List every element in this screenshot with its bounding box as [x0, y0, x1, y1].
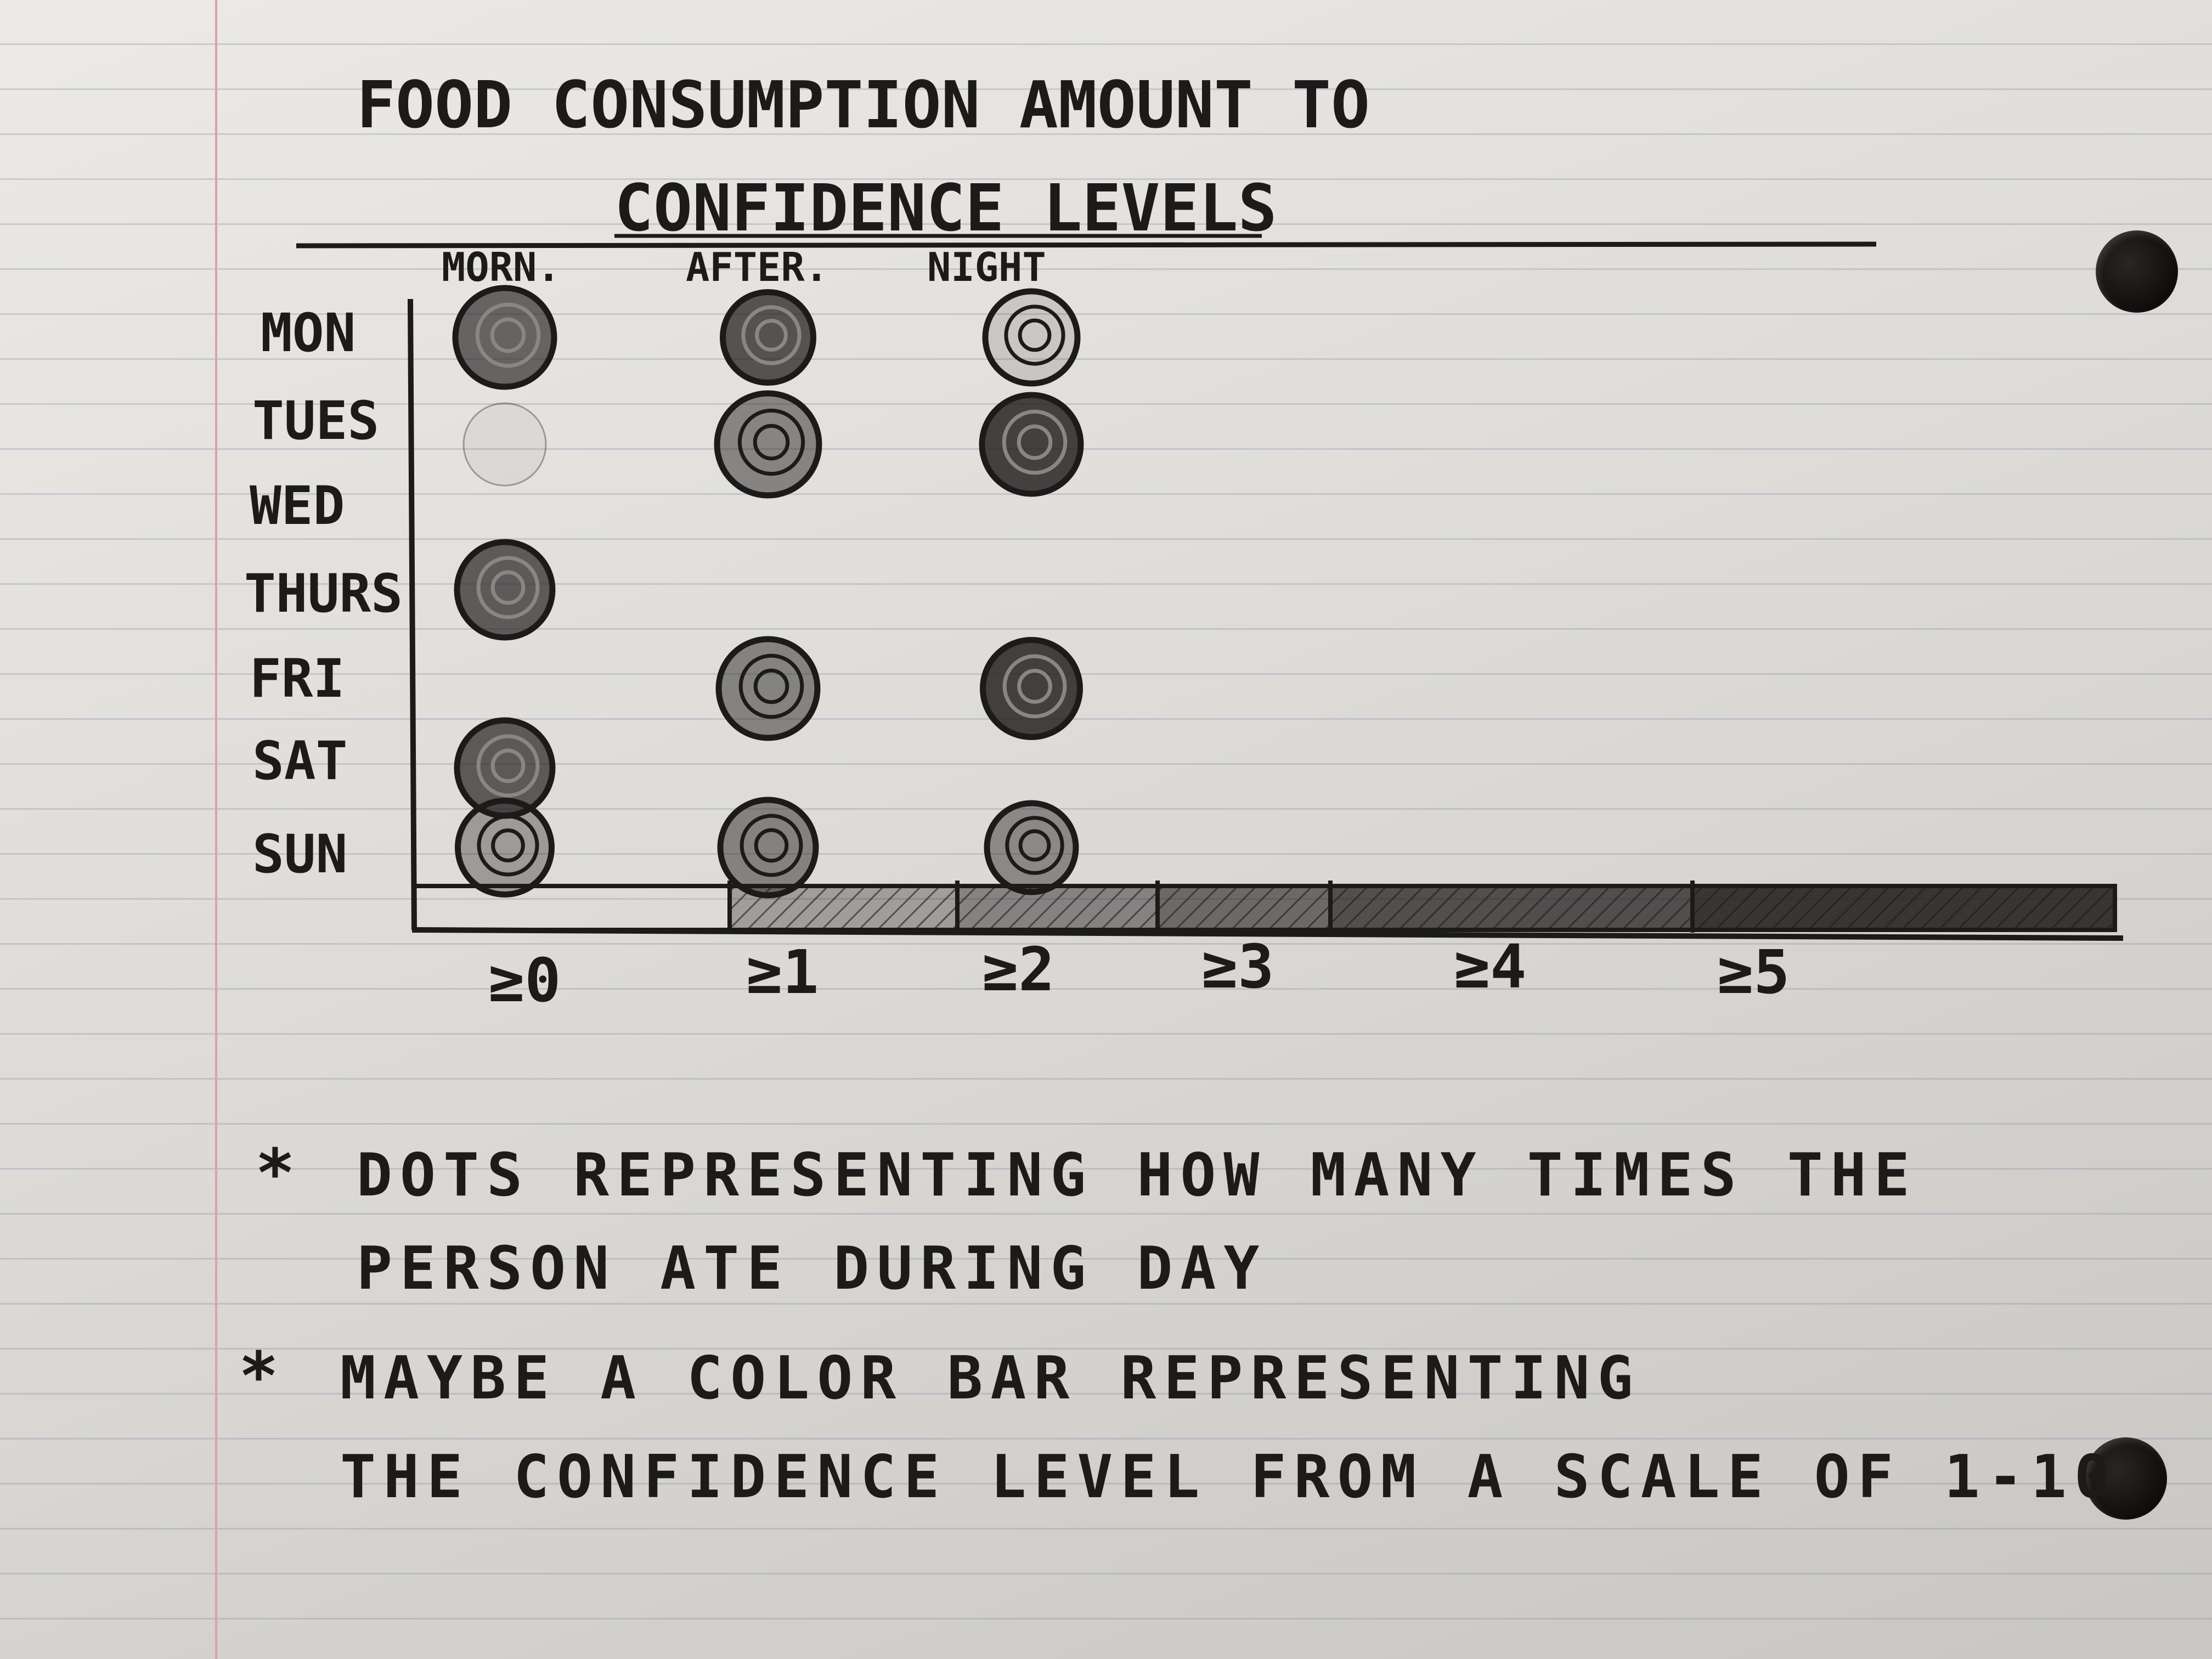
colorbar-tick-0: ≥0: [488, 945, 561, 1015]
note-1-line-1: DOTS REPRESENTING HOW MANY TIMES THE: [357, 1141, 1917, 1210]
note-2-line-1: MAYBE A COLOR BAR REPRESENTING: [340, 1344, 1641, 1413]
colorbar-segment-0: [412, 881, 416, 933]
colorbar-tick-1: ≥1: [746, 937, 819, 1007]
colorbar-segment-4: [1328, 881, 1692, 933]
margin-line: [215, 0, 217, 1659]
dot-thurs-morn: [454, 539, 556, 641]
y-category-fri: FRI: [250, 648, 345, 709]
x-category-after: AFTER.: [686, 244, 828, 290]
dot-fri-after: [715, 636, 821, 741]
y-category-thurs: THURS: [244, 563, 403, 624]
colorbar: [412, 881, 2115, 933]
note-1-bullet: *: [258, 1136, 292, 1212]
binder-hole-top: [2096, 230, 2178, 313]
header-rule: [296, 241, 1877, 249]
dots-layer: [452, 285, 1084, 899]
dot-fri-night: [980, 637, 1083, 740]
colorbar-tick-3: ≥3: [1201, 932, 1274, 1002]
colorbar-segment-1: [727, 881, 957, 933]
y-axis: [408, 298, 417, 930]
x-category-morn: MORN.: [442, 244, 561, 290]
chart-title-line-2: CONFIDENCE LEVELS: [614, 170, 1277, 246]
dot-mon-night: [982, 288, 1081, 387]
colorbar-tick-2: ≥2: [982, 934, 1054, 1005]
dot-mon-morn: [452, 285, 557, 390]
colorbar-tick-5: ≥5: [1717, 937, 1790, 1007]
chart-title-line-1: FOOD CONSUMPTION AMOUNT TO: [357, 67, 1370, 143]
colorbar-segment-2: [955, 881, 1158, 933]
x-category-night: NIGHT: [927, 244, 1046, 290]
dot-tues-night: [979, 392, 1084, 497]
note-2-bullet: *: [241, 1339, 276, 1415]
y-category-sat: SAT: [252, 730, 347, 792]
note-1-line-2: PERSON ATE DURING DAY: [357, 1234, 1267, 1303]
colorbar-tick-4: ≥4: [1454, 932, 1526, 1002]
dot-mon-after: [720, 289, 816, 386]
dot-tues-morn: [462, 402, 547, 487]
y-category-sun: SUN: [252, 823, 347, 885]
colorbar-segment-5: [1690, 881, 2115, 933]
note-2-line-2: THE CONFIDENCE LEVEL FROM A SCALE OF 1-1…: [340, 1443, 2118, 1511]
dot-sun-morn: [455, 798, 555, 898]
dot-sun-after: [717, 797, 819, 899]
colorbar-segment-3: [1155, 881, 1330, 933]
y-category-mon: MON: [261, 302, 356, 364]
dot-sun-night: [984, 800, 1079, 895]
dot-tues-after: [714, 390, 822, 499]
y-category-wed: WED: [250, 475, 345, 537]
y-category-tues: TUES: [252, 390, 379, 452]
binder-hole-bottom: [2085, 1437, 2167, 1520]
